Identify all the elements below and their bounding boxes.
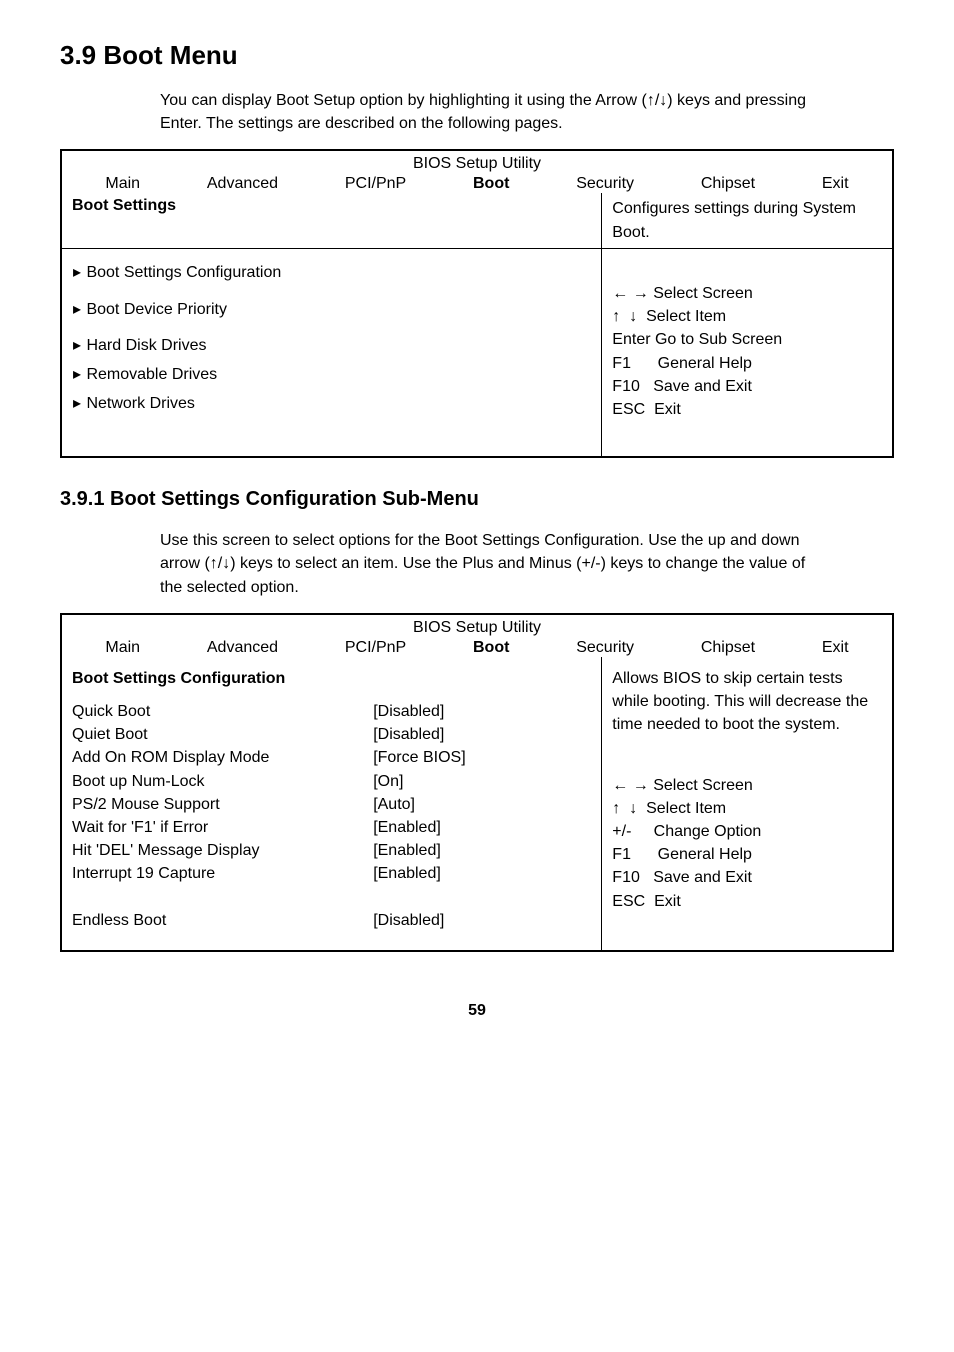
menu-boot: Boot bbox=[473, 175, 509, 193]
setting-value bbox=[373, 886, 591, 909]
setting-row: Add On ROM Display Mode[Force BIOS] bbox=[72, 746, 591, 769]
item-label: Removable Drives bbox=[86, 366, 217, 383]
setting-value: [Enabled] bbox=[373, 839, 591, 862]
menu-security: Security bbox=[576, 175, 634, 193]
help-description: Configures settings during System Boot. bbox=[602, 193, 893, 248]
setting-label: Boot up Num-Lock bbox=[72, 770, 373, 793]
page-number: 59 bbox=[60, 1002, 894, 1020]
setting-row: Interrupt 19 Capture[Enabled] bbox=[72, 862, 591, 885]
setting-label: Quick Boot bbox=[72, 700, 373, 723]
item-label: Boot Settings Configuration bbox=[86, 264, 281, 281]
setting-label bbox=[72, 886, 373, 909]
help-esc: ESC Exit bbox=[612, 401, 680, 418]
setting-row bbox=[72, 886, 591, 909]
menu-chipset: Chipset bbox=[701, 639, 755, 657]
setting-value: [On] bbox=[373, 770, 591, 793]
triangle-icon: ▸ bbox=[72, 296, 82, 325]
menu-boot: Boot bbox=[473, 639, 509, 657]
setting-row: Boot up Num-Lock[On] bbox=[72, 770, 591, 793]
setting-value: [Enabled] bbox=[373, 862, 591, 885]
setting-value: [Auto] bbox=[373, 793, 591, 816]
menu-main: Main bbox=[105, 175, 140, 193]
bios-menu-bar: Main Advanced PCI/PnP Boot Security Chip… bbox=[62, 637, 892, 657]
section-intro: You can display Boot Setup option by hig… bbox=[160, 89, 814, 135]
bios-utility-title: BIOS Setup Utility bbox=[62, 615, 892, 637]
setting-value: [Disabled] bbox=[373, 909, 591, 932]
help-general-help: F1 General Help bbox=[612, 355, 752, 372]
help-save-exit: F10 Save and Exit bbox=[612, 869, 752, 886]
item-label: Network Drives bbox=[86, 395, 194, 412]
bios-table-boot-menu: BIOS Setup Utility Main Advanced PCI/PnP… bbox=[60, 149, 894, 458]
help-select-screen: ← → Select Screen bbox=[612, 777, 753, 794]
section-heading: 3.9 Boot Menu bbox=[60, 40, 894, 71]
help-select-screen: ← → Select Screen bbox=[612, 285, 753, 302]
setting-label: Endless Boot bbox=[72, 909, 373, 932]
list-item: ▸ Removable Drives bbox=[72, 361, 591, 390]
setting-label: Interrupt 19 Capture bbox=[72, 862, 373, 885]
menu-security: Security bbox=[576, 639, 634, 657]
bios-table-boot-settings-config: BIOS Setup Utility Main Advanced PCI/PnP… bbox=[60, 613, 894, 952]
menu-main: Main bbox=[105, 639, 140, 657]
setting-label: Hit 'DEL' Message Display bbox=[72, 839, 373, 862]
help-select-item: ↑ ↓ Select Item bbox=[612, 308, 726, 325]
setting-label: PS/2 Mouse Support bbox=[72, 793, 373, 816]
triangle-icon: ▸ bbox=[72, 332, 82, 361]
item-label: Boot Device Priority bbox=[86, 301, 227, 318]
setting-row: Quiet Boot[Disabled] bbox=[72, 723, 591, 746]
triangle-icon: ▸ bbox=[72, 361, 82, 390]
menu-advanced: Advanced bbox=[207, 175, 278, 193]
list-item: ▸ Network Drives bbox=[72, 390, 591, 419]
setting-value: [Disabled] bbox=[373, 723, 591, 746]
setting-row: Endless Boot[Disabled] bbox=[72, 909, 591, 932]
menu-exit: Exit bbox=[822, 639, 849, 657]
boot-settings-title: Boot Settings bbox=[61, 193, 602, 248]
subsection-heading: 3.9.1 Boot Settings Configuration Sub-Me… bbox=[60, 488, 894, 511]
item-label: Hard Disk Drives bbox=[86, 337, 206, 354]
boot-settings-config-title: Boot Settings Configuration bbox=[72, 667, 591, 700]
triangle-icon: ▸ bbox=[72, 390, 82, 419]
setting-value: [Disabled] bbox=[373, 700, 591, 723]
menu-pcipnp: PCI/PnP bbox=[345, 639, 406, 657]
help-save-exit: F10 Save and Exit bbox=[612, 378, 752, 395]
setting-row: Hit 'DEL' Message Display[Enabled] bbox=[72, 839, 591, 862]
setting-label: Wait for 'F1' if Error bbox=[72, 816, 373, 839]
setting-label: Quiet Boot bbox=[72, 723, 373, 746]
help-description: Allows BIOS to skip certain tests while … bbox=[612, 667, 882, 737]
setting-row: Wait for 'F1' if Error[Enabled] bbox=[72, 816, 591, 839]
triangle-icon: ▸ bbox=[72, 259, 82, 288]
bios-menu-bar: Main Advanced PCI/PnP Boot Security Chip… bbox=[62, 173, 892, 193]
help-general-help: F1 General Help bbox=[612, 846, 752, 863]
menu-chipset: Chipset bbox=[701, 175, 755, 193]
menu-exit: Exit bbox=[822, 175, 849, 193]
setting-label: Add On ROM Display Mode bbox=[72, 746, 373, 769]
subsection-intro: Use this screen to select options for th… bbox=[160, 529, 814, 599]
menu-pcipnp: PCI/PnP bbox=[345, 175, 406, 193]
setting-value: [Force BIOS] bbox=[373, 746, 591, 769]
setting-value: [Enabled] bbox=[373, 816, 591, 839]
help-sub-screen: Enter Go to Sub Screen bbox=[612, 331, 782, 348]
help-change-option: +/- Change Option bbox=[612, 823, 761, 840]
help-esc: ESC Exit bbox=[612, 893, 680, 910]
list-item: ▸ Boot Settings Configuration bbox=[72, 259, 591, 288]
bios-utility-title: BIOS Setup Utility bbox=[62, 151, 892, 173]
menu-advanced: Advanced bbox=[207, 639, 278, 657]
setting-row: PS/2 Mouse Support[Auto] bbox=[72, 793, 591, 816]
help-select-item: ↑ ↓ Select Item bbox=[612, 800, 726, 817]
list-item: ▸ Hard Disk Drives bbox=[72, 332, 591, 361]
list-item: ▸ Boot Device Priority bbox=[72, 296, 591, 325]
setting-row: Quick Boot[Disabled] bbox=[72, 700, 591, 723]
